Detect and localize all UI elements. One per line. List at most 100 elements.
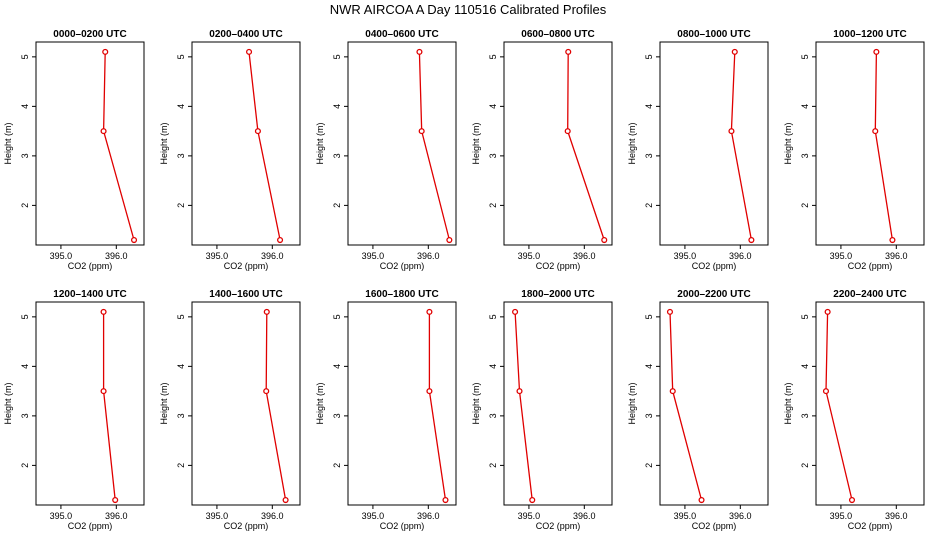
x-tick-label: 396.0 bbox=[261, 251, 284, 261]
series-line bbox=[102, 311, 116, 501]
panel-2: 0200–0400 UTC 395.0 396.0 2 3 4 5 CO2 (ppm) Heig… bbox=[159, 29, 301, 271]
series-line bbox=[730, 51, 753, 241]
series-line bbox=[567, 51, 605, 241]
data-point bbox=[100, 388, 107, 395]
x-tick-label: 396.0 bbox=[729, 251, 752, 261]
x-axis-label: CO2 (ppm) bbox=[536, 261, 581, 271]
plot-frame bbox=[815, 301, 925, 506]
x-axis-label: CO2 (ppm) bbox=[848, 261, 893, 271]
panel-title: 0000–0200 UTC bbox=[53, 29, 126, 40]
y-tick-label: 2 bbox=[332, 203, 342, 208]
y-tick-label: 4 bbox=[800, 104, 810, 109]
panel-title: 0600–0800 UTC bbox=[521, 29, 594, 40]
data-point bbox=[824, 308, 831, 315]
data-point bbox=[565, 48, 572, 55]
y-tick-label: 4 bbox=[176, 104, 186, 109]
y-axis-label: Height (m) bbox=[3, 122, 13, 164]
y-axis-label: Height (m) bbox=[3, 382, 13, 424]
y-tick-label: 4 bbox=[20, 364, 30, 369]
panel-1: 0000–0200 UTC 395.0 396.0 2 3 4 5 CO2 (ppm) Heig… bbox=[3, 29, 145, 271]
panel-5: 0800–1000 UTC 395.0 396.0 2 3 4 5 CO2 (ppm) Heig… bbox=[627, 29, 769, 271]
y-tick-label: 5 bbox=[488, 54, 498, 59]
y-tick-label: 5 bbox=[800, 314, 810, 319]
figure-title: NWR AIRCOA A Day 110516 Calibrated Profi… bbox=[330, 2, 607, 17]
data-point bbox=[601, 236, 608, 244]
x-axis-label: CO2 (ppm) bbox=[380, 521, 425, 531]
data-point bbox=[130, 236, 138, 244]
x-tick-label: 395.0 bbox=[206, 251, 229, 261]
y-tick-label: 2 bbox=[644, 463, 654, 468]
panel-title: 0200–0400 UTC bbox=[209, 29, 282, 40]
panel-7: 1200–1400 UTC 395.0 396.0 2 3 4 5 CO2 (ppm) Heig… bbox=[3, 289, 145, 531]
x-axis-label: CO2 (ppm) bbox=[380, 261, 425, 271]
panel-title: 0400–0600 UTC bbox=[365, 29, 438, 40]
series-line bbox=[825, 311, 853, 501]
y-tick-label: 4 bbox=[20, 104, 30, 109]
y-axis-label: Height (m) bbox=[627, 122, 637, 164]
y-tick-label: 2 bbox=[800, 203, 810, 208]
data-point bbox=[446, 236, 453, 244]
y-tick-label: 4 bbox=[800, 364, 810, 369]
x-tick-label: 395.0 bbox=[674, 251, 697, 261]
y-tick-label: 5 bbox=[332, 54, 342, 59]
x-axis-label: CO2 (ppm) bbox=[848, 521, 893, 531]
data-point bbox=[731, 48, 738, 55]
data-point bbox=[277, 236, 284, 244]
panel-title: 1400–1600 UTC bbox=[209, 289, 282, 300]
plot-frame bbox=[815, 41, 925, 246]
y-tick-label: 3 bbox=[332, 153, 342, 158]
x-axis-label: CO2 (ppm) bbox=[224, 261, 269, 271]
data-point bbox=[426, 388, 433, 395]
y-tick-label: 2 bbox=[332, 463, 342, 468]
y-axis-label: Height (m) bbox=[783, 122, 793, 164]
y-tick-label: 4 bbox=[644, 364, 654, 369]
y-tick-label: 3 bbox=[176, 413, 186, 418]
x-tick-label: 396.0 bbox=[261, 511, 284, 521]
x-axis-label: CO2 (ppm) bbox=[692, 521, 737, 531]
y-tick-label: 4 bbox=[332, 104, 342, 109]
series-line bbox=[874, 51, 894, 241]
data-point bbox=[873, 48, 880, 55]
x-tick-label: 396.0 bbox=[105, 251, 128, 261]
panel-8: 1400–1600 UTC 395.0 396.0 2 3 4 5 CO2 (ppm) Heig… bbox=[159, 289, 301, 531]
x-tick-label: 395.0 bbox=[518, 251, 541, 261]
data-point bbox=[564, 128, 571, 135]
panel-4: 0600–0800 UTC 395.0 396.0 2 3 4 5 CO2 (ppm) Heig… bbox=[471, 29, 613, 271]
y-tick-label: 3 bbox=[800, 413, 810, 418]
panel-11: 2000–2200 UTC 395.0 396.0 2 3 4 5 CO2 (ppm) Heig… bbox=[627, 289, 769, 531]
x-axis-label: CO2 (ppm) bbox=[68, 261, 113, 271]
y-tick-label: 3 bbox=[644, 153, 654, 158]
plot-frame bbox=[659, 41, 769, 246]
panel-title: 2200–2400 UTC bbox=[833, 289, 906, 300]
y-axis-label: Height (m) bbox=[627, 382, 637, 424]
data-point bbox=[698, 496, 705, 504]
plot-frame bbox=[191, 41, 301, 246]
y-tick-label: 3 bbox=[488, 413, 498, 418]
y-tick-label: 3 bbox=[800, 153, 810, 158]
y-tick-label: 4 bbox=[644, 104, 654, 109]
y-tick-label: 4 bbox=[332, 364, 342, 369]
plot-frame bbox=[503, 301, 613, 506]
plot-frame bbox=[659, 301, 769, 506]
plot-frame bbox=[35, 301, 145, 506]
y-tick-label: 5 bbox=[332, 314, 342, 319]
x-tick-label: 395.0 bbox=[830, 251, 853, 261]
y-tick-label: 2 bbox=[488, 203, 498, 208]
y-tick-label: 2 bbox=[644, 203, 654, 208]
data-point bbox=[822, 388, 830, 395]
plot-frame bbox=[503, 41, 613, 246]
panel-12: 2200–2400 UTC 395.0 396.0 2 3 4 5 CO2 (ppm) Heig… bbox=[783, 289, 925, 531]
y-tick-label: 2 bbox=[20, 463, 30, 468]
data-point bbox=[282, 496, 289, 504]
x-tick-label: 395.0 bbox=[206, 511, 229, 521]
y-tick-label: 4 bbox=[176, 364, 186, 369]
y-axis-label: Height (m) bbox=[315, 382, 325, 424]
y-tick-label: 3 bbox=[176, 153, 186, 158]
panel-title: 1800–2000 UTC bbox=[521, 289, 594, 300]
panel-9: 1600–1800 UTC 395.0 396.0 2 3 4 5 CO2 (ppm) Heig… bbox=[315, 289, 457, 531]
data-point bbox=[889, 236, 896, 244]
panel-10: 1800–2000 UTC 395.0 396.0 2 3 4 5 CO2 (ppm) Heig… bbox=[471, 289, 613, 531]
y-tick-label: 5 bbox=[176, 314, 186, 319]
y-axis-label: Height (m) bbox=[159, 382, 169, 424]
y-tick-label: 5 bbox=[488, 314, 498, 319]
